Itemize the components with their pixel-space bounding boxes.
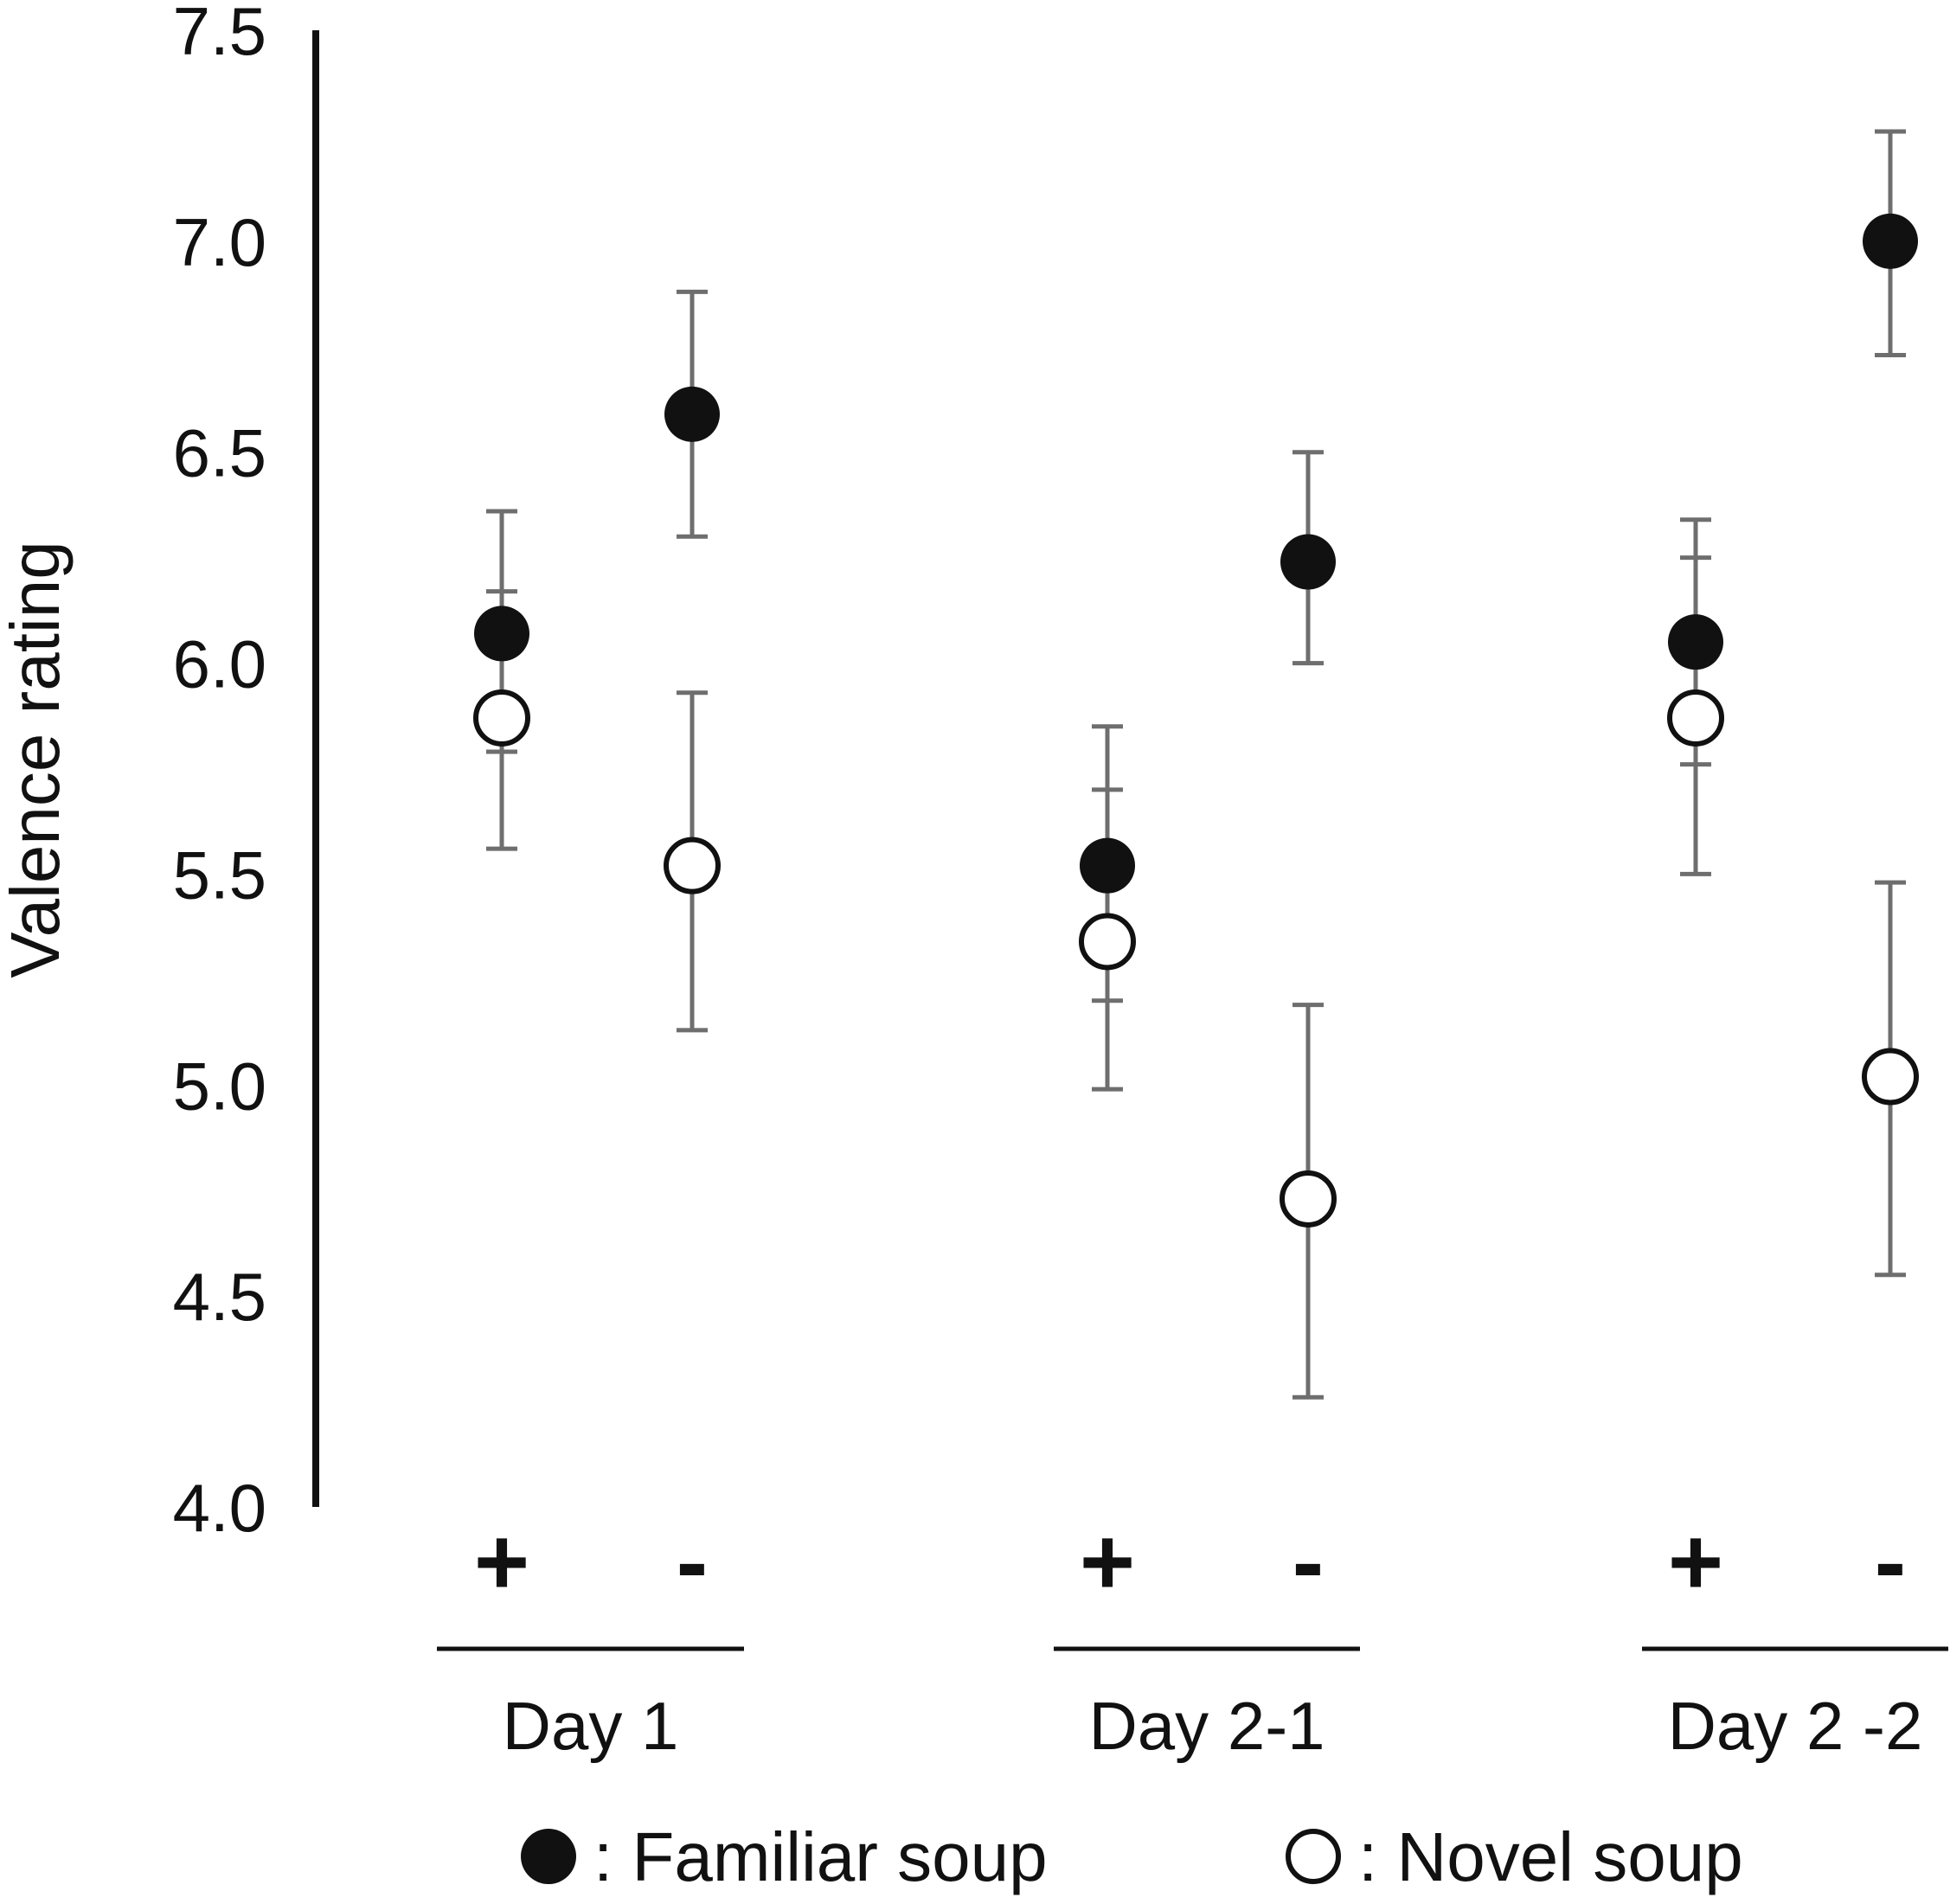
familiar-point xyxy=(1080,837,1135,894)
condition-label: + xyxy=(474,1509,529,1615)
condition-labels: + - + - + - xyxy=(474,1509,1906,1615)
y-tick-label: 6.5 xyxy=(173,415,266,491)
legend-novel-marker xyxy=(1286,1829,1341,1884)
y-tick-label: 5.5 xyxy=(173,837,266,913)
condition-label: - xyxy=(677,1509,709,1615)
data-points xyxy=(473,213,1919,1228)
legend-novel-label: : Novel soup xyxy=(1358,1818,1743,1895)
group-labels: Day 1 Day 2-1 Day 2 -2 xyxy=(437,1646,1948,1764)
novel-point xyxy=(1862,1048,1919,1106)
condition-label: - xyxy=(1293,1509,1325,1615)
y-tick-label: 7.0 xyxy=(173,204,266,280)
legend-familiar-marker xyxy=(521,1829,576,1884)
group-label: Day 2-1 xyxy=(1088,1688,1325,1764)
condition-label: + xyxy=(1080,1509,1135,1615)
familiar-point xyxy=(1280,534,1336,590)
familiar-point xyxy=(1668,614,1723,670)
novel-point xyxy=(1280,1170,1337,1228)
familiar-point xyxy=(664,386,720,442)
familiar-point xyxy=(1863,213,1918,269)
novel-point xyxy=(664,837,721,894)
group-label: Day 2 -2 xyxy=(1668,1688,1923,1764)
y-tick-label: 6.0 xyxy=(173,626,266,702)
y-axis-title: Valence rating xyxy=(0,541,74,978)
group-label: Day 1 xyxy=(503,1688,679,1764)
novel-point xyxy=(1667,689,1724,747)
y-tick-label: 4.5 xyxy=(173,1259,266,1335)
legend: : Familiar soup : Novel soup xyxy=(521,1818,1743,1895)
novel-point xyxy=(1079,913,1136,971)
familiar-point xyxy=(474,606,529,662)
y-tick-labels: 4.0 4.5 5.0 5.5 6.0 6.5 7.0 7.5 xyxy=(173,0,266,1546)
condition-label: + xyxy=(1668,1509,1723,1615)
error-bars xyxy=(486,129,1906,1400)
y-tick-label: 7.5 xyxy=(173,0,266,69)
y-tick-label: 5.0 xyxy=(173,1048,266,1124)
legend-familiar-label: : Familiar soup xyxy=(593,1818,1048,1895)
condition-label: - xyxy=(1875,1509,1907,1615)
y-tick-label: 4.0 xyxy=(173,1470,266,1546)
novel-point xyxy=(473,689,530,747)
